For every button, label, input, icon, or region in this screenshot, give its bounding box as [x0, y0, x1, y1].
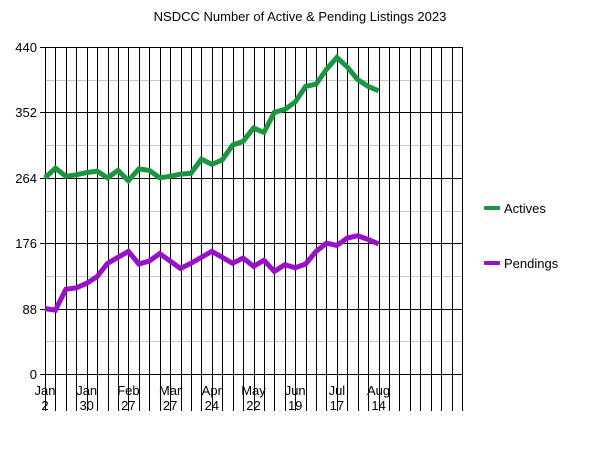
y-tick-label: 0	[30, 367, 37, 382]
legend-item-actives: Actives	[484, 200, 546, 216]
legend-swatch-pendings	[484, 261, 500, 265]
x-tick-label: Jan 2	[35, 383, 56, 413]
x-tick-label: Mar 27	[159, 383, 182, 413]
legend-swatch-actives	[484, 206, 500, 210]
y-tick-label: 88	[23, 302, 37, 317]
y-tick-label: 176	[15, 236, 37, 251]
chart-title: NSDCC Number of Active & Pending Listing…	[153, 9, 447, 24]
legend-label-pendings: Pendings	[504, 255, 559, 271]
y-tick-label: 264	[15, 171, 37, 186]
y-tick-label: 352	[15, 105, 37, 120]
x-tick-label: May 22	[241, 383, 266, 413]
legend-label-actives: Actives	[504, 200, 546, 216]
series-line-pendings	[44, 233, 380, 313]
x-tick-label: Aug 14	[367, 383, 390, 413]
x-tick-label: Apr 24	[202, 383, 223, 413]
y-tick-label: 440	[15, 40, 37, 55]
legend-item-pendings: Pendings	[484, 255, 558, 271]
x-tick-label: Jan 30	[76, 383, 97, 413]
x-tick-label: Jul 17	[329, 383, 346, 413]
series-line-actives	[43, 53, 380, 185]
x-tick-label: Feb 27	[117, 383, 139, 413]
x-tick-label: Jun 19	[285, 383, 306, 413]
